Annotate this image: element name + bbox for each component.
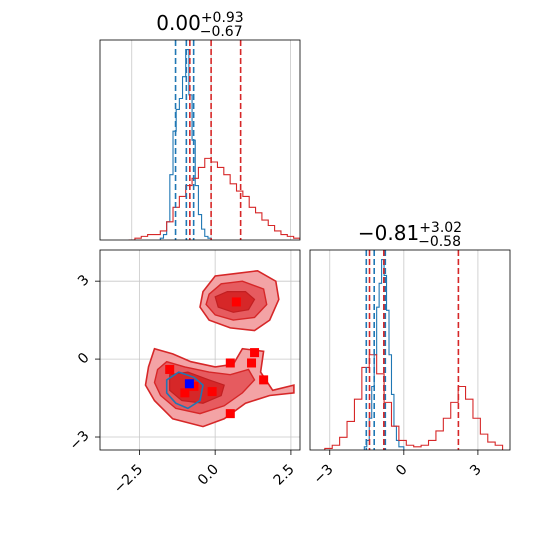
marker: [207, 387, 217, 397]
marker: [225, 409, 235, 419]
marker: [184, 379, 194, 389]
panel-title: −0.81+3.02 −0.58: [358, 220, 462, 250]
axes-frame: [99, 249, 301, 451]
y-tick-labels: −3 0 3: [67, 272, 100, 454]
marker: [259, 375, 269, 385]
y-tick-label: 3: [75, 272, 93, 290]
axes-frame: [309, 249, 511, 451]
marker: [189, 381, 199, 391]
histogram-line: [128, 157, 300, 240]
x-tick-label: 2.5: [271, 462, 298, 489]
marker: [180, 388, 190, 398]
marker: [165, 364, 175, 374]
quantile-lines: [365, 250, 460, 450]
marker: [247, 358, 257, 368]
histogram-line: [324, 354, 504, 450]
y-tick-label: −3: [67, 428, 93, 454]
panel-title: 0.00+0.93 −0.67: [156, 10, 243, 40]
axes-frame: [99, 39, 301, 241]
histogram-series: [324, 258, 504, 450]
x-tick-label: −3: [311, 462, 337, 488]
histogram-panel-x: 0.00+0.93 −0.67: [99, 10, 301, 241]
marker: [250, 348, 260, 358]
histogram-panel-y: −0.81+3.02 −0.58 −3 0 3: [309, 220, 511, 487]
grid-lines: [329, 250, 479, 450]
x-tick-label: 3: [467, 462, 485, 480]
x-tick-labels: −2.5 0.0 2.5: [111, 450, 298, 497]
x-tick-label: −2.5: [111, 462, 146, 497]
contour-panel: −2.5 0.0 2.5 −3 0 3: [67, 249, 301, 497]
marker: [231, 297, 241, 307]
contours: [144, 269, 295, 428]
contour-blue: [165, 371, 204, 410]
x-tick-labels: −3 0 3: [311, 450, 485, 487]
y-tick-label: 0: [75, 350, 93, 368]
x-tick-label: 0.0: [195, 462, 222, 489]
histogram-series: [128, 48, 300, 240]
marker: [225, 358, 235, 368]
x-tick-label: 0: [393, 462, 411, 480]
markers: [165, 297, 269, 419]
quantile-lines: [174, 40, 242, 240]
